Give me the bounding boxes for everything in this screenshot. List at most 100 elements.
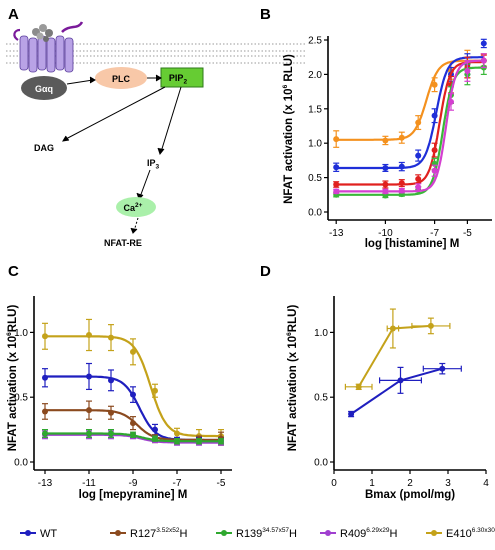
panel-d-x-tick-label: 4 — [483, 478, 489, 489]
panel-c-series-E410-point — [130, 348, 136, 355]
legend-swatch-marker — [431, 530, 437, 536]
calcium-label: Ca2+ — [124, 202, 143, 213]
panel-d-plot: 0.0 0.5 1.0 0 1 2 3 4 — [314, 296, 489, 489]
panel-b-series-blue-point — [431, 112, 438, 119]
panel-d-series-E410 — [344, 308, 451, 391]
panel-b-x-axis-title: log [histamine] M — [365, 238, 460, 250]
panel-b-series-magenta-point — [415, 184, 422, 191]
panel-b-series-green-fit-curve — [336, 66, 484, 196]
legend-swatch-marker — [115, 530, 121, 536]
panel-b-y-tick-label: 0.5 — [308, 173, 322, 184]
panel-c-plot: 0.0 0.5 1.0 -13 -11 -9 -7 -5 — [14, 296, 232, 489]
panel-c-series-R127-point — [42, 408, 48, 415]
legend-swatch-marker — [221, 530, 227, 536]
legend-label: WT — [40, 528, 57, 540]
panel-c-x-tick-label: -5 — [217, 478, 226, 489]
panel-c-x-tick-label: -13 — [38, 478, 53, 489]
legend-swatch-marker — [325, 530, 331, 536]
panel-b-series-red-point — [382, 181, 389, 188]
panel-b-y-tick-label: 2.5 — [308, 36, 322, 47]
panel-c-series-E410-point — [174, 430, 180, 437]
panel-b-series-blue-point — [333, 164, 340, 171]
panel-b-series-magenta-fit-curve — [336, 59, 484, 193]
panel-b-series-orange-point — [382, 137, 389, 144]
panel-a-letter: A — [8, 6, 19, 23]
panel-c-y-tick-label: 0.0 — [14, 458, 28, 469]
panel-c-series-R139-point — [196, 438, 202, 445]
pip2-label: PIP2 — [169, 73, 188, 86]
panel-c-x-tick-label: -7 — [173, 478, 182, 489]
plc-label: PLC — [112, 74, 131, 84]
panel-c-series-WT-point — [108, 377, 114, 384]
panel-d-series-WT-point — [439, 365, 446, 372]
panel-b-series-magenta-point — [480, 57, 487, 64]
panel-c-series-R139-point — [174, 438, 180, 445]
panel-d-x-axis-title: Bmax (pmol/mg) — [365, 489, 455, 501]
legend-swatch-marker — [25, 530, 31, 536]
galpha-q-label: Gαq — [35, 84, 53, 94]
panel-c-series-E410-point — [108, 334, 114, 341]
legend-label: R4096.29x29H — [340, 527, 397, 540]
panel-d-series-WT-point — [397, 377, 404, 384]
panel-c-series-WT-point — [130, 391, 136, 398]
panel-c-series-WT-point — [152, 426, 158, 433]
panel-b: B NFAT activation (x 106 RLU) log [hista… — [260, 6, 492, 250]
panel-b-series-magenta — [333, 53, 487, 195]
panel-d-x-tick-label: 1 — [369, 478, 375, 489]
pathway-arrows — [62, 74, 182, 234]
panel-b-series-blue-fit-curve — [336, 56, 484, 170]
panel-c-series-WT-point — [42, 374, 48, 381]
panel-b-plot: 0.0 0.5 1.0 1.5 2.0 2.5 -13 -10 -7 -5 — [308, 36, 492, 239]
panel-b-series-red-fit-curve — [336, 60, 484, 186]
legend-label: E4106.30x30K — [446, 527, 495, 540]
panel-b-series-green — [333, 60, 487, 199]
panel-c-series-R139-point — [130, 431, 136, 438]
panel-d-series-E410-point — [355, 383, 362, 390]
legend-item-R139: R13934.57x57H — [216, 527, 297, 540]
panel-c-series-R139 — [42, 429, 224, 445]
panel-c-series-R139-point — [108, 430, 114, 437]
panel-b-series-blue-point — [415, 152, 422, 159]
panel-d-series-WT — [348, 362, 462, 418]
panel-b-series-magenta-point — [464, 67, 471, 74]
panel-b-x-tick-label: -7 — [430, 228, 439, 239]
panel-c-series-R127-point — [108, 409, 114, 416]
panel-b-series-red-point — [415, 175, 422, 182]
legend-item-E410: E4106.30x30K — [426, 527, 495, 540]
calcium-node: Ca2+ — [116, 197, 156, 217]
panel-c-x-axis-title: log [mepyramine] M — [79, 489, 188, 501]
ip3-label: IP3 — [147, 158, 160, 171]
pip2-node: PIP2 — [160, 67, 204, 88]
legend-item-R127: R1273.52x52H — [110, 527, 187, 540]
panel-b-series-blue-point — [480, 40, 487, 47]
panel-d-y-tick-label: 0.5 — [314, 393, 328, 404]
panel-d: D NFAT activation (x 106RLU) Bmax (pmol/… — [260, 263, 489, 501]
panel-c-x-tick-label: -9 — [129, 478, 138, 489]
galpha-q-node: Gαq — [21, 76, 67, 100]
panel-b-series-magenta-point — [382, 188, 389, 195]
panel-d-x-tick-label: 2 — [407, 478, 413, 489]
panel-c-series-R139-point — [42, 430, 48, 437]
panel-b-series-red-point — [333, 181, 340, 188]
panel-c-series-WT — [42, 362, 224, 444]
panel-b-series-orange-point — [333, 136, 340, 143]
legend-item-R409: R4096.29x29H — [320, 527, 397, 540]
legend-label: R13934.57x57H — [236, 527, 297, 540]
panel-b-series-orange-point — [415, 119, 422, 126]
panel-b-y-tick-label: 1.5 — [308, 104, 322, 115]
panel-b-x-tick-label: -10 — [378, 228, 393, 239]
plc-node: PLC — [95, 67, 147, 89]
ligand-icon — [32, 24, 53, 42]
legend-label: R1273.52x52H — [130, 527, 187, 540]
panel-b-y-tick-label: 2.0 — [308, 70, 322, 81]
panel-b-series-orange-point — [398, 134, 405, 141]
panel-c: C NFAT activation (x 106RLU) log [mepyra… — [6, 263, 232, 501]
panel-c-x-tick-label: -11 — [82, 478, 96, 489]
panel-d-y-tick-label: 0.0 — [314, 458, 328, 469]
panel-d-series-WT-point — [348, 411, 355, 418]
panel-b-y-tick-label: 0.0 — [308, 208, 322, 219]
panel-b-series-orange-point — [431, 81, 438, 88]
panel-b-x-tick-label: -5 — [463, 228, 472, 239]
panel-d-series-E410-point — [389, 325, 396, 332]
